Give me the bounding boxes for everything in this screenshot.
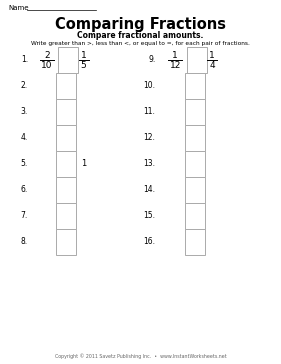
- Text: Write greater than >, less than <, or equal to =, for each pair of fractions.: Write greater than >, less than <, or eq…: [31, 40, 250, 46]
- Bar: [58, 47, 78, 73]
- Bar: [56, 99, 76, 125]
- Bar: [56, 229, 76, 255]
- Bar: [185, 151, 205, 177]
- Text: 6.: 6.: [21, 186, 28, 194]
- Text: 1: 1: [209, 51, 215, 59]
- Text: 13.: 13.: [143, 159, 155, 169]
- Text: 3.: 3.: [21, 107, 28, 116]
- Text: 16.: 16.: [143, 237, 155, 246]
- Text: 1.: 1.: [21, 55, 28, 64]
- Text: 15.: 15.: [143, 211, 155, 221]
- Text: 8.: 8.: [21, 237, 28, 246]
- Text: 7.: 7.: [21, 211, 28, 221]
- Bar: [56, 125, 76, 151]
- Bar: [56, 177, 76, 203]
- Text: 2: 2: [44, 51, 49, 59]
- Text: 14.: 14.: [143, 186, 155, 194]
- Text: 1: 1: [172, 51, 178, 59]
- Bar: [185, 99, 205, 125]
- Text: 4.: 4.: [21, 134, 28, 142]
- Text: Name: Name: [8, 5, 28, 11]
- Text: 12: 12: [169, 60, 181, 70]
- Bar: [56, 203, 76, 229]
- Bar: [185, 203, 205, 229]
- Text: 9.: 9.: [148, 55, 155, 64]
- Text: 5.: 5.: [21, 159, 28, 169]
- Text: 11.: 11.: [144, 107, 155, 116]
- Text: Compare fractional amounts.: Compare fractional amounts.: [77, 31, 203, 40]
- Text: 1: 1: [81, 159, 86, 169]
- Bar: [187, 47, 207, 73]
- Text: 1: 1: [81, 51, 87, 59]
- Text: 10: 10: [41, 60, 53, 70]
- Bar: [185, 229, 205, 255]
- Text: 2.: 2.: [21, 82, 28, 91]
- Bar: [56, 73, 76, 99]
- Bar: [56, 151, 76, 177]
- Bar: [185, 177, 205, 203]
- Text: 10.: 10.: [143, 82, 155, 91]
- Bar: [185, 125, 205, 151]
- Text: Comparing Fractions: Comparing Fractions: [55, 16, 226, 32]
- Bar: [185, 73, 205, 99]
- Text: 12.: 12.: [144, 134, 155, 142]
- Text: 5: 5: [81, 60, 87, 70]
- Text: Copyright © 2011 Savetz Publishing Inc.  •  www.InstantWorksheets.net: Copyright © 2011 Savetz Publishing Inc. …: [55, 353, 226, 359]
- Text: 4: 4: [209, 60, 215, 70]
